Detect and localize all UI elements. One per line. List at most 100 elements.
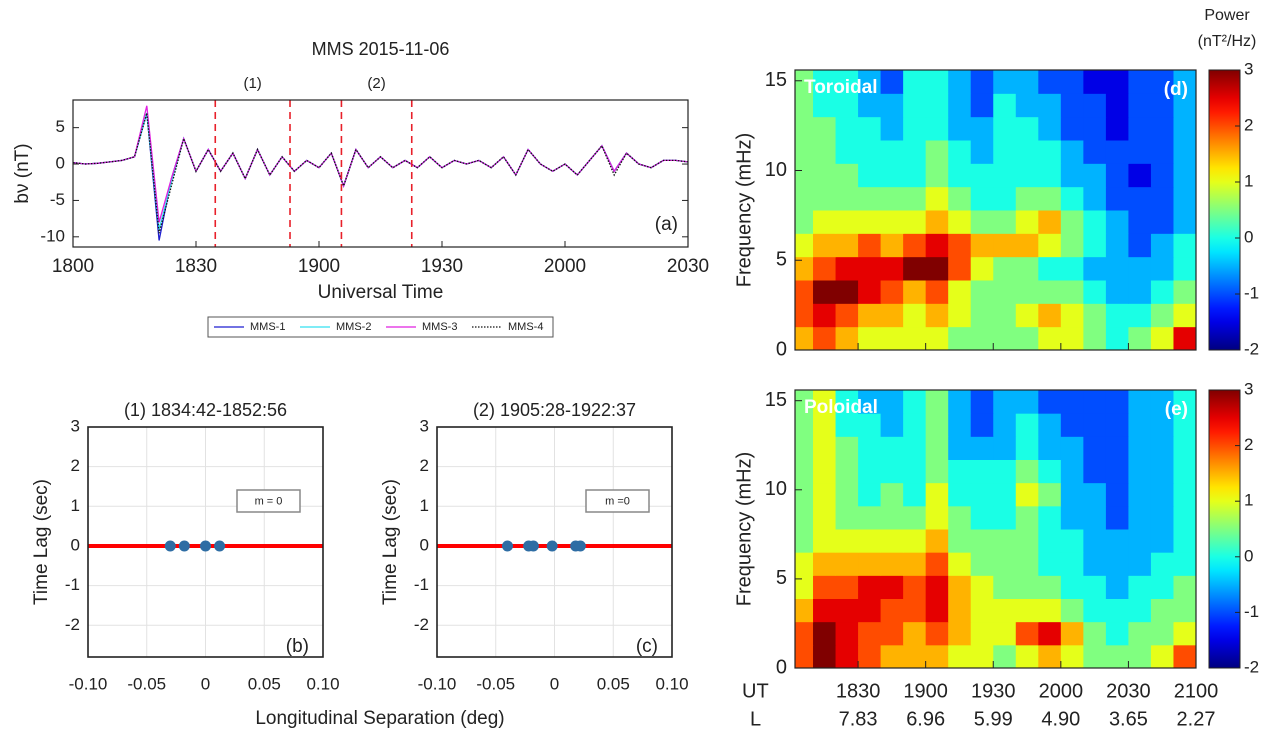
heatmap-cell	[1060, 436, 1084, 460]
heatmap-cell	[880, 413, 904, 437]
heatmap-cell	[1173, 529, 1196, 553]
heatmap-cell	[948, 280, 972, 304]
heatmap-cell	[813, 163, 837, 188]
heatmap-cell	[970, 303, 994, 328]
heatmap-cell	[993, 163, 1017, 188]
heatmap-cell	[880, 644, 904, 668]
colorbar-tick-label: 1	[1244, 491, 1253, 510]
heatmap-cell	[948, 140, 972, 164]
x-tick-label: 1930	[421, 256, 463, 277]
heatmap-cell	[1060, 552, 1084, 576]
heatmap-cell	[1060, 256, 1084, 281]
heatmap-cell	[795, 303, 814, 328]
colorbar-title: Power	[1204, 7, 1250, 24]
x-tick-label: 0.10	[655, 674, 688, 693]
heatmap-cell	[835, 280, 859, 304]
heatmap-cell	[1015, 303, 1039, 328]
heatmap-cell	[1105, 413, 1129, 437]
legend-label: MMS-2	[336, 321, 371, 333]
heatmap-cell	[903, 390, 927, 414]
heatmap-cell	[835, 598, 859, 623]
heatmap-cell	[813, 280, 837, 304]
heatmap-cell	[925, 505, 949, 530]
heatmap-cell	[858, 303, 882, 328]
heatmap-cell	[1173, 598, 1196, 623]
heatmap-cell	[795, 598, 814, 623]
heatmap-cell	[1150, 529, 1174, 553]
heatmap-cell	[925, 93, 949, 118]
heatmap-cell	[813, 93, 837, 118]
heatmap-cell	[1015, 436, 1039, 460]
heatmap-cell	[1150, 140, 1174, 164]
x-tick-label: -0.10	[69, 674, 108, 693]
heatmap-cell	[1173, 436, 1196, 460]
l-value-label: 3.65	[1109, 708, 1148, 730]
heatmap-cell	[858, 505, 882, 530]
heatmap-cell	[1083, 233, 1107, 258]
point	[546, 540, 558, 552]
heatmap-cell	[1105, 552, 1129, 576]
heatmap-cell	[795, 210, 814, 234]
y-tick-label: 1	[420, 496, 429, 515]
heatmap-cell	[880, 326, 904, 350]
heatmap-cell	[1128, 529, 1152, 553]
interval-label: (2)	[367, 75, 385, 92]
heatmap-cell	[835, 390, 859, 414]
heatmap-cell	[1150, 413, 1174, 437]
heatmap-cell	[1083, 210, 1107, 234]
heatmap-cell	[1083, 116, 1107, 141]
heatmap-cell	[925, 390, 949, 414]
heatmap-cell	[795, 163, 814, 188]
y-tick-label: -1	[65, 575, 80, 594]
x-tick-label: 0.05	[248, 674, 281, 693]
heatmap-cell	[993, 552, 1017, 576]
heatmap-cell	[858, 436, 882, 460]
y-tick-label: 3	[71, 416, 80, 435]
heatmap-cell	[925, 140, 949, 164]
heatmap-cell	[948, 163, 972, 188]
heatmap-cell	[1128, 436, 1152, 460]
heatmap-cell	[795, 552, 814, 576]
heatmap-cell	[1173, 116, 1196, 141]
heatmap-cell	[948, 93, 972, 118]
heatmap-cell	[880, 163, 904, 188]
y-axis-label: Frequency (mHz)	[733, 452, 755, 606]
heatmap-cell	[970, 93, 994, 118]
heatmap-cell	[1128, 256, 1152, 281]
heatmap-cell	[1128, 644, 1152, 668]
heatmap-cell	[1038, 505, 1062, 530]
heatmap-cell	[1105, 280, 1129, 304]
heatmap-cell	[925, 459, 949, 484]
heatmap-cell	[925, 116, 949, 141]
heatmap-cell	[1060, 210, 1084, 234]
y-tick-label: -5	[50, 190, 65, 209]
heatmap-cell	[858, 482, 882, 507]
heatmap-cell	[903, 552, 927, 576]
heatmap-cell	[1105, 186, 1129, 211]
heatmap-cell	[970, 529, 994, 553]
heatmap-cell	[925, 70, 949, 94]
heatmap-cell	[1038, 186, 1062, 211]
heatmap-cell	[813, 70, 837, 94]
heatmap-cell	[813, 436, 837, 460]
heatmap-cell	[1060, 598, 1084, 623]
heatmap-cell	[858, 552, 882, 576]
heatmap-cell	[795, 326, 814, 350]
axes-frame	[436, 426, 673, 658]
heatmap-cell	[925, 436, 949, 460]
heatmap-cell	[1105, 505, 1129, 530]
heatmap-cell	[1105, 303, 1129, 328]
heatmap-cell	[1083, 140, 1107, 164]
heatmap-cell	[795, 575, 814, 599]
colorbar-tick-label: 3	[1244, 379, 1253, 398]
heatmap-cell	[1083, 552, 1107, 576]
heatmap-cell	[835, 303, 859, 328]
heatmap-cell	[813, 598, 837, 623]
heatmap-cell	[948, 598, 972, 623]
heatmap-cell	[993, 326, 1017, 350]
axes-frame	[72, 99, 689, 248]
heatmap-cell	[858, 256, 882, 281]
heatmap-cell	[970, 505, 994, 530]
interval-label: (1)	[243, 75, 261, 92]
heatmap-cell	[903, 482, 927, 507]
